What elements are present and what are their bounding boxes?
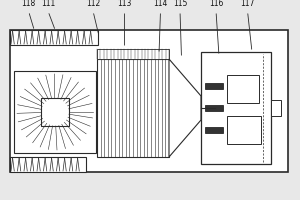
Text: 111: 111 [41,0,55,8]
Bar [205,105,223,111]
Bar [41,98,69,126]
Bar [201,52,271,164]
Text: 114: 114 [153,0,168,8]
Bar [10,30,98,45]
Text: 112: 112 [86,0,100,8]
Text: 117: 117 [240,0,255,8]
Text: 115: 115 [173,0,187,8]
Text: 118: 118 [21,0,36,8]
Text: 116: 116 [209,0,223,8]
Bar [10,30,288,172]
Bar [227,116,261,144]
Text: 113: 113 [117,0,132,8]
Bar [205,127,223,133]
Bar [97,49,169,59]
Bar [205,83,223,89]
Bar [10,157,86,172]
Bar [97,59,169,157]
Bar [271,100,281,116]
Bar [14,71,96,153]
Polygon shape [169,59,201,157]
Bar [227,75,259,103]
